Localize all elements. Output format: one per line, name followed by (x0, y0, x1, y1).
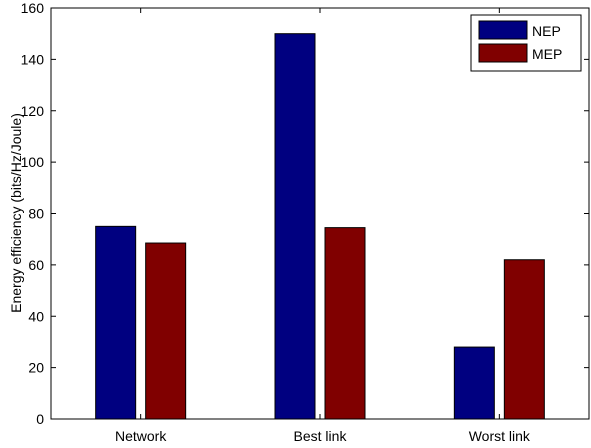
legend-swatch-nep (478, 20, 528, 40)
y-tick-label: 0 (36, 411, 44, 427)
y-tick-label: 40 (28, 308, 44, 324)
bar-mep-worst-link (503, 259, 545, 420)
x-tick-label-best-link: Best link (294, 428, 348, 444)
y-tick-label: 120 (21, 103, 45, 119)
bar-mep-best-link (324, 227, 366, 420)
x-tick-label-worst-link: Worst link (469, 428, 531, 444)
y-axis-label: Energy efficiency (bits/Hz/Joule) (8, 113, 24, 313)
bar-mep-network (145, 242, 187, 420)
bars-layer (95, 33, 545, 420)
bar-nep-best-link (274, 33, 316, 420)
y-tick-label: 80 (28, 206, 44, 222)
legend-swatch-mep (478, 43, 528, 63)
y-tick-label: 100 (21, 154, 45, 170)
legend-label-nep: NEP (532, 23, 561, 39)
bar-nep-worst-link (453, 346, 495, 420)
y-tick-label: 60 (28, 257, 44, 273)
y-tick-label: 20 (28, 360, 44, 376)
plot-area (51, 8, 591, 419)
ticks-layer: 0 20 40 60 80 100 120 140 160 Network Best link Wor… (21, 0, 589, 444)
legend-label-mep: MEP (532, 46, 562, 62)
y-tick-label: 140 (21, 51, 45, 67)
bar-nep-network (95, 225, 137, 420)
y-tick-label: 160 (21, 0, 45, 16)
x-tick-label-network: Network (115, 428, 167, 444)
legend: NEP MEP (470, 14, 582, 72)
